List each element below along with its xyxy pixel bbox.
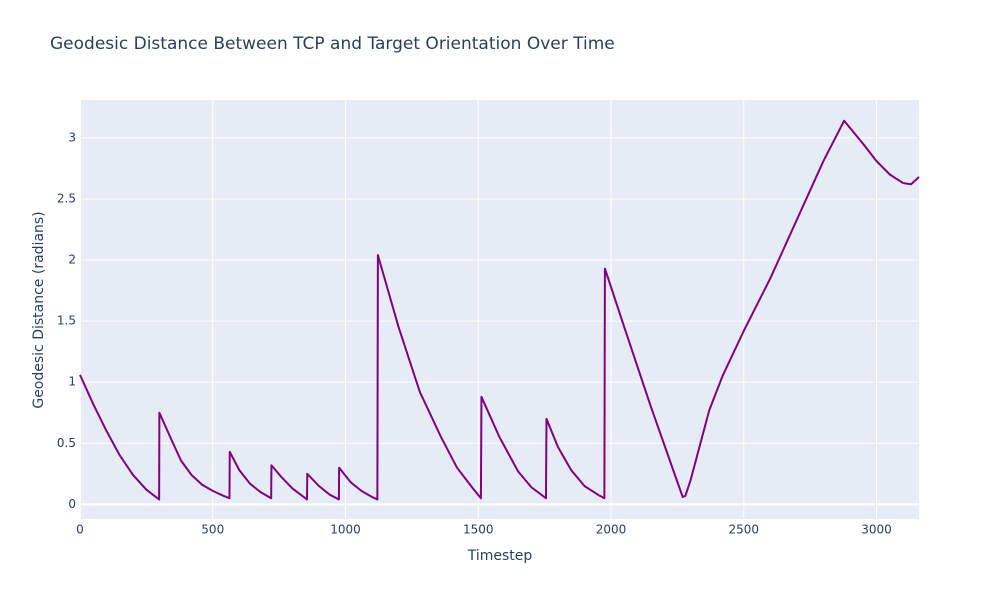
x-tick-label: 0: [76, 523, 84, 537]
x-tick-label: 1000: [330, 523, 361, 537]
y-axis-title: Geodesic Distance (radians): [31, 211, 47, 408]
chart-title: Geodesic Distance Between TCP and Target…: [50, 34, 615, 54]
x-tick-label: 3000: [861, 523, 892, 537]
x-axis-title: Timestep: [467, 548, 533, 564]
y-tick-label: 1.5: [57, 314, 76, 328]
y-tick-label: 0: [68, 497, 76, 511]
y-tick-label: 2.5: [57, 191, 76, 205]
y-tick-label: 0.5: [57, 436, 76, 450]
x-tick-label: 2000: [596, 523, 627, 537]
x-tick-label: 1500: [463, 523, 494, 537]
y-tick-label: 2: [68, 253, 76, 267]
x-tick-label: 500: [201, 523, 224, 537]
y-tick-label: 3: [68, 130, 76, 144]
y-tick-label: 1: [68, 375, 76, 389]
x-tick-label: 2500: [728, 523, 759, 537]
plot-area: [80, 100, 919, 519]
data-line: [79, 119, 920, 501]
